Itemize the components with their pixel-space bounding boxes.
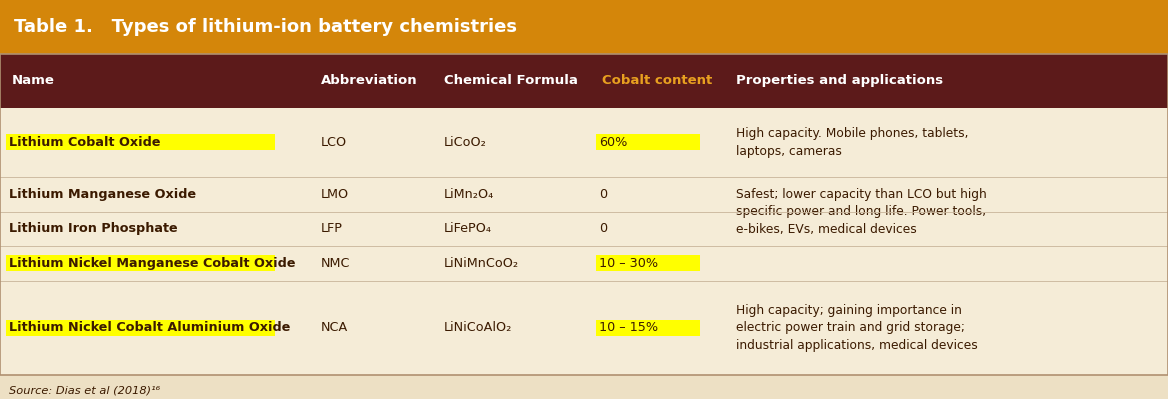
Bar xyxy=(0,281,1168,375)
Bar xyxy=(6,320,276,336)
Text: 60%: 60% xyxy=(599,136,627,149)
Bar xyxy=(0,246,1168,281)
Text: 10 – 15%: 10 – 15% xyxy=(599,321,659,334)
Text: Cobalt content: Cobalt content xyxy=(602,74,711,87)
Text: NCA: NCA xyxy=(321,321,348,334)
Text: LMO: LMO xyxy=(321,188,349,201)
Bar xyxy=(0,177,1168,211)
Text: Lithium Nickel Cobalt Aluminium Oxide: Lithium Nickel Cobalt Aluminium Oxide xyxy=(9,321,291,334)
Bar xyxy=(6,134,276,150)
Text: LiMn₂O₄: LiMn₂O₄ xyxy=(444,188,494,201)
Bar xyxy=(0,54,1168,108)
Text: Lithium Nickel Manganese Cobalt Oxide: Lithium Nickel Manganese Cobalt Oxide xyxy=(9,257,296,270)
Text: Chemical Formula: Chemical Formula xyxy=(444,74,578,87)
Bar xyxy=(0,0,1168,54)
Text: Table 1.   Types of lithium-ion battery chemistries: Table 1. Types of lithium-ion battery ch… xyxy=(14,18,517,36)
Text: LiFePO₄: LiFePO₄ xyxy=(444,222,492,235)
Text: Source: Dias et al (2018)¹⁶: Source: Dias et al (2018)¹⁶ xyxy=(9,385,160,395)
Text: LiCoO₂: LiCoO₂ xyxy=(444,136,487,149)
Text: Lithium Cobalt Oxide: Lithium Cobalt Oxide xyxy=(9,136,161,149)
Text: 0: 0 xyxy=(599,188,607,201)
Bar xyxy=(0,211,1168,246)
Text: LiNiMnCoO₂: LiNiMnCoO₂ xyxy=(444,257,519,270)
Text: 10 – 30%: 10 – 30% xyxy=(599,257,659,270)
Text: High capacity. Mobile phones, tablets,
laptops, cameras: High capacity. Mobile phones, tablets, l… xyxy=(736,127,968,158)
Text: LCO: LCO xyxy=(321,136,347,149)
Text: Lithium Manganese Oxide: Lithium Manganese Oxide xyxy=(9,188,196,201)
Bar xyxy=(596,134,701,150)
Bar xyxy=(0,108,1168,177)
Text: Properties and applications: Properties and applications xyxy=(736,74,943,87)
Text: LiNiCoAlO₂: LiNiCoAlO₂ xyxy=(444,321,513,334)
Bar xyxy=(0,54,1168,375)
Text: Lithium Iron Phosphate: Lithium Iron Phosphate xyxy=(9,222,178,235)
Bar xyxy=(596,320,701,336)
Text: Name: Name xyxy=(12,74,55,87)
Bar xyxy=(6,255,276,271)
Text: 0: 0 xyxy=(599,222,607,235)
Text: NMC: NMC xyxy=(321,257,350,270)
Bar xyxy=(596,255,701,271)
Text: Abbreviation: Abbreviation xyxy=(321,74,418,87)
Text: Safest; lower capacity than LCO but high
specific power and long life. Power too: Safest; lower capacity than LCO but high… xyxy=(736,188,987,235)
Text: LFP: LFP xyxy=(321,222,343,235)
Text: High capacity; gaining importance in
electric power train and grid storage;
indu: High capacity; gaining importance in ele… xyxy=(736,304,978,352)
